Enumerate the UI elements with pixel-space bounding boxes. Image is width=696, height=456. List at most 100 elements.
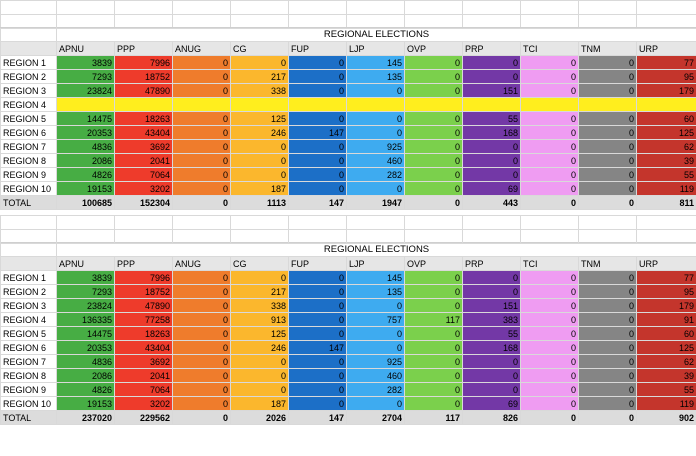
- vote-cell: 19153: [56, 396, 115, 411]
- vote-cell: 0: [462, 284, 521, 299]
- vote-cell: 0: [172, 111, 231, 126]
- vote-cell: 125: [230, 111, 289, 126]
- vote-cell: 151: [462, 83, 521, 98]
- region-label: REGION 3: [0, 83, 57, 98]
- total-label: TOTAL: [0, 410, 57, 425]
- blank-cell: [0, 229, 57, 244]
- vote-cell: [230, 97, 289, 112]
- vote-cell: 0: [230, 153, 289, 168]
- vote-cell: 62: [635, 354, 696, 369]
- blank-cell: [520, 229, 579, 244]
- blank-row: [0, 0, 696, 15]
- vote-cell: 338: [230, 83, 289, 98]
- vote-cell: 55: [462, 111, 521, 126]
- total-cell: 0: [520, 195, 579, 210]
- vote-cell: 0: [462, 382, 521, 397]
- vote-cell: 0: [520, 340, 579, 355]
- region-label: REGION 4: [0, 97, 57, 112]
- column-header-ljp: LJP: [346, 256, 405, 271]
- blank-cell: [520, 0, 579, 15]
- total-row: TOTAL 237020 229562 0 2026 147 2704 117 826 0 0 902: [0, 410, 696, 425]
- vote-cell: 135: [346, 284, 405, 299]
- vote-cell: 0: [172, 139, 231, 154]
- total-cell: 152304: [114, 195, 173, 210]
- vote-cell: 0: [462, 153, 521, 168]
- vote-cell: 125: [635, 340, 696, 355]
- vote-cell: 0: [404, 111, 463, 126]
- total-cell: 100685: [56, 195, 115, 210]
- blank-cell: [462, 0, 521, 15]
- vote-cell: 3839: [56, 270, 115, 285]
- total-cell: 2026: [230, 410, 289, 425]
- vote-cell: 0: [172, 55, 231, 70]
- vote-cell: 7996: [114, 55, 173, 70]
- vote-cell: 69: [462, 181, 521, 196]
- vote-cell: 0: [462, 368, 521, 383]
- vote-cell: 0: [520, 368, 579, 383]
- vote-cell: 0: [520, 326, 579, 341]
- vote-cell: 0: [346, 340, 405, 355]
- vote-cell: 0: [288, 312, 347, 327]
- vote-cell: 2086: [56, 153, 115, 168]
- vote-cell: 0: [520, 111, 579, 126]
- vote-cell: 3692: [114, 139, 173, 154]
- vote-cell: 246: [230, 125, 289, 140]
- vote-cell: 39: [635, 368, 696, 383]
- vote-cell: 14475: [56, 111, 115, 126]
- table-row: REGION 6 20353 43404 0 246 147 0 0 168 0 0 125: [0, 125, 696, 140]
- vote-cell: 0: [288, 368, 347, 383]
- vote-cell: 0: [404, 368, 463, 383]
- vote-cell: 0: [462, 55, 521, 70]
- total-cell: 443: [462, 195, 521, 210]
- vote-cell: 0: [288, 284, 347, 299]
- vote-cell: 0: [520, 69, 579, 84]
- vote-cell: [578, 97, 637, 112]
- vote-cell: 0: [520, 312, 579, 327]
- region-label: REGION 8: [0, 153, 57, 168]
- column-header-ovp: OVP: [404, 41, 463, 56]
- column-header-ovp: OVP: [404, 256, 463, 271]
- table-row: REGION 3 23824 47890 0 338 0 0 0 151 0 0 179: [0, 298, 696, 313]
- vote-cell: 0: [462, 354, 521, 369]
- region-label: REGION 5: [0, 111, 57, 126]
- vote-cell: 0: [230, 354, 289, 369]
- region-label: REGION 1: [0, 270, 57, 285]
- vote-cell: 0: [172, 181, 231, 196]
- vote-cell: 913: [230, 312, 289, 327]
- vote-cell: 217: [230, 69, 289, 84]
- vote-cell: 39: [635, 153, 696, 168]
- blank-cell: [288, 0, 347, 15]
- region-label: REGION 2: [0, 284, 57, 299]
- vote-cell: 0: [172, 167, 231, 182]
- total-cell: 117: [404, 410, 463, 425]
- vote-cell: 0: [520, 396, 579, 411]
- vote-cell: 0: [578, 354, 637, 369]
- vote-cell: 18752: [114, 284, 173, 299]
- region-label: REGION 6: [0, 125, 57, 140]
- vote-cell: 0: [172, 326, 231, 341]
- vote-cell: 0: [230, 55, 289, 70]
- vote-cell: 20353: [56, 340, 115, 355]
- blank-row: [0, 215, 696, 230]
- total-cell: 147: [288, 195, 347, 210]
- region-label: REGION 7: [0, 354, 57, 369]
- blank-cell: [288, 229, 347, 244]
- vote-cell: 4826: [56, 382, 115, 397]
- column-header-ppp: PPP: [114, 41, 173, 56]
- vote-cell: 95: [635, 284, 696, 299]
- vote-cell: 19153: [56, 181, 115, 196]
- vote-cell: 0: [404, 326, 463, 341]
- vote-cell: 0: [462, 69, 521, 84]
- vote-cell: 7064: [114, 167, 173, 182]
- table-row: REGION 6 20353 43404 0 246 147 0 0 168 0 0 125: [0, 340, 696, 355]
- blank-cell: [56, 0, 115, 15]
- vote-cell: 0: [578, 284, 637, 299]
- column-header-tnm: TNM: [578, 256, 637, 271]
- vote-cell: 77: [635, 270, 696, 285]
- vote-cell: 0: [288, 298, 347, 313]
- column-header-cg: CG: [230, 41, 289, 56]
- table-title: REGIONAL ELECTIONS: [55, 242, 696, 257]
- vote-cell: 460: [346, 368, 405, 383]
- total-cell: 0: [578, 195, 637, 210]
- vote-cell: 0: [172, 396, 231, 411]
